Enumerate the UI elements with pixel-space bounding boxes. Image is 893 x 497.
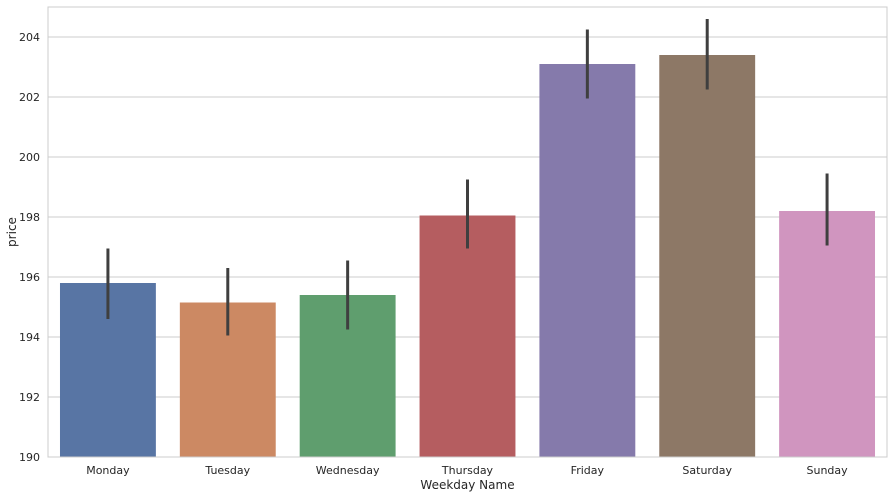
y-tick-label: 192 bbox=[19, 391, 40, 404]
y-tick-label: 194 bbox=[19, 331, 40, 344]
y-tick-label: 202 bbox=[19, 91, 40, 104]
bars bbox=[59, 55, 876, 457]
y-tick-label: 196 bbox=[19, 271, 40, 284]
bar-sunday bbox=[779, 211, 876, 457]
plot-frame bbox=[47, 6, 888, 458]
x-axis-label: Weekday Name bbox=[420, 478, 514, 492]
x-tick-label: Tuesday bbox=[204, 464, 250, 477]
x-tick-labels: Monday Tuesday Wednesday Thursday Friday Satu… bbox=[86, 464, 848, 477]
bar-thursday bbox=[419, 215, 516, 457]
y-axis-label: price bbox=[5, 217, 19, 247]
y-tick-label: 190 bbox=[19, 451, 40, 464]
y-tick-label: 200 bbox=[19, 151, 40, 164]
bar-friday bbox=[539, 64, 636, 457]
y-tick-labels: 190 192 194 196 198 200 202 204 bbox=[19, 31, 40, 464]
x-tick-label: Saturday bbox=[682, 464, 732, 477]
x-tick-label: Monday bbox=[86, 464, 130, 477]
x-tick-label: Thursday bbox=[441, 464, 494, 477]
y-tick-label: 204 bbox=[19, 31, 40, 44]
y-tick-label: 198 bbox=[19, 211, 40, 224]
x-tick-label: Friday bbox=[571, 464, 605, 477]
x-tick-label: Sunday bbox=[806, 464, 848, 477]
bar-saturday bbox=[659, 55, 756, 457]
error-bars bbox=[106, 19, 829, 336]
x-tick-label: Wednesday bbox=[316, 464, 380, 477]
